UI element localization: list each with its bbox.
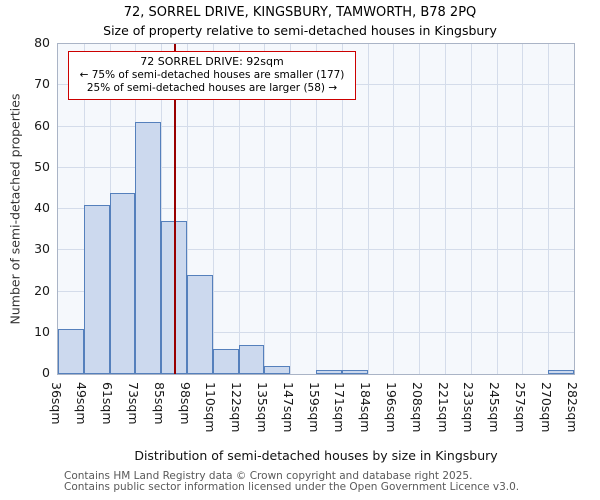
x-tick-label: 282sqm <box>564 382 580 433</box>
gridline-vertical <box>264 44 266 374</box>
y-tick-label: 30 <box>34 241 50 257</box>
x-tick-label: 73sqm <box>125 382 141 425</box>
histogram-bar <box>58 328 84 374</box>
annotation-property-size: 72 SORREL DRIVE: 92sqm <box>140 55 284 68</box>
y-tick-labels: 0 10 20 30 40 50 60 70 80 <box>0 35 50 380</box>
histogram-bar <box>109 192 136 374</box>
histogram-bar <box>341 369 368 374</box>
x-tick-labels: 36sqm 49sqm 61sqm 73sqm 85sqm 98sqm 110sqm 122s… <box>49 380 580 450</box>
gridline-vertical <box>367 44 369 374</box>
histogram-bar <box>548 369 574 374</box>
x-tick-label: 85sqm <box>151 382 167 425</box>
gridline-vertical <box>316 44 317 374</box>
gridline-vertical <box>522 44 524 374</box>
x-tick-label: 159sqm <box>306 382 322 433</box>
footer-attribution-2: Contains public sector information licen… <box>64 481 520 493</box>
gridline-vertical <box>470 44 472 374</box>
property-size-marker <box>174 44 177 374</box>
x-tick-label: 270sqm <box>538 382 554 433</box>
gridline-vertical <box>290 44 292 374</box>
gridline-vertical <box>393 44 395 374</box>
histogram-bar <box>135 122 162 374</box>
gridline-vertical <box>419 44 421 374</box>
histogram-bar <box>316 369 342 374</box>
chart-subtitle: Size of property relative to semi-detach… <box>103 23 497 38</box>
y-tick-label: 20 <box>34 282 50 298</box>
x-tick-label: 171sqm <box>332 382 348 433</box>
chart-title: 72, SORREL DRIVE, KINGSBURY, TAMWORTH, B… <box>123 5 477 20</box>
y-tick-label: 60 <box>34 117 50 133</box>
x-tick-label: 196sqm <box>383 382 399 433</box>
histogram-bar <box>187 275 213 374</box>
y-tick-label: 50 <box>34 158 50 174</box>
gridline-vertical <box>238 44 240 374</box>
gridline-vertical <box>548 44 550 374</box>
y-tick-label: 10 <box>34 323 50 339</box>
x-tick-label: 208sqm <box>409 382 425 433</box>
y-tick-label: 80 <box>34 35 50 50</box>
annotation-box: 72 SORREL DRIVE: 92sqm ← 75% of semi-det… <box>68 51 356 100</box>
annotation-larger-stat: 25% of semi-detached houses are larger (… <box>86 82 338 94</box>
gridline-vertical <box>212 44 214 374</box>
x-tick-label: 122sqm <box>229 382 245 433</box>
x-tick-label: 184sqm <box>358 382 374 433</box>
y-tick-label: 0 <box>42 365 50 380</box>
x-tick-label: 49sqm <box>74 382 90 425</box>
plot-area: 72 SORREL DRIVE: 92sqm ← 75% of semi-det… <box>57 43 575 375</box>
x-tick-label: 135sqm <box>254 382 270 433</box>
x-tick-label: 61sqm <box>100 382 116 425</box>
x-tick-label: 98sqm <box>177 382 193 425</box>
x-tick-label: 36sqm <box>48 382 64 425</box>
y-tick-label: 40 <box>34 200 50 215</box>
gridline-vertical <box>445 44 446 374</box>
gridline-vertical <box>496 44 498 374</box>
histogram-bar <box>212 349 239 374</box>
x-tick-label: 221sqm <box>435 382 451 433</box>
x-axis-title: Distribution of semi-detached houses by … <box>134 448 498 463</box>
histogram-bar <box>264 365 291 374</box>
histogram-bar <box>83 204 110 374</box>
x-tick-label: 245sqm <box>487 382 503 433</box>
annotation-smaller-stat: ← 75% of semi-detached houses are smalle… <box>79 69 345 81</box>
gridline-vertical <box>341 44 343 374</box>
gridline-vertical <box>187 44 188 374</box>
x-tick-label: 110sqm <box>203 382 219 433</box>
y-tick-label: 70 <box>34 76 50 92</box>
x-tick-label: 257sqm <box>512 382 528 433</box>
x-tick-label: 233sqm <box>461 382 477 433</box>
x-tick-label: 147sqm <box>280 382 296 433</box>
footer-attribution-1: Contains HM Land Registry data © Crown c… <box>64 470 473 482</box>
gridline-vertical <box>161 44 163 374</box>
histogram-bar <box>238 345 265 374</box>
